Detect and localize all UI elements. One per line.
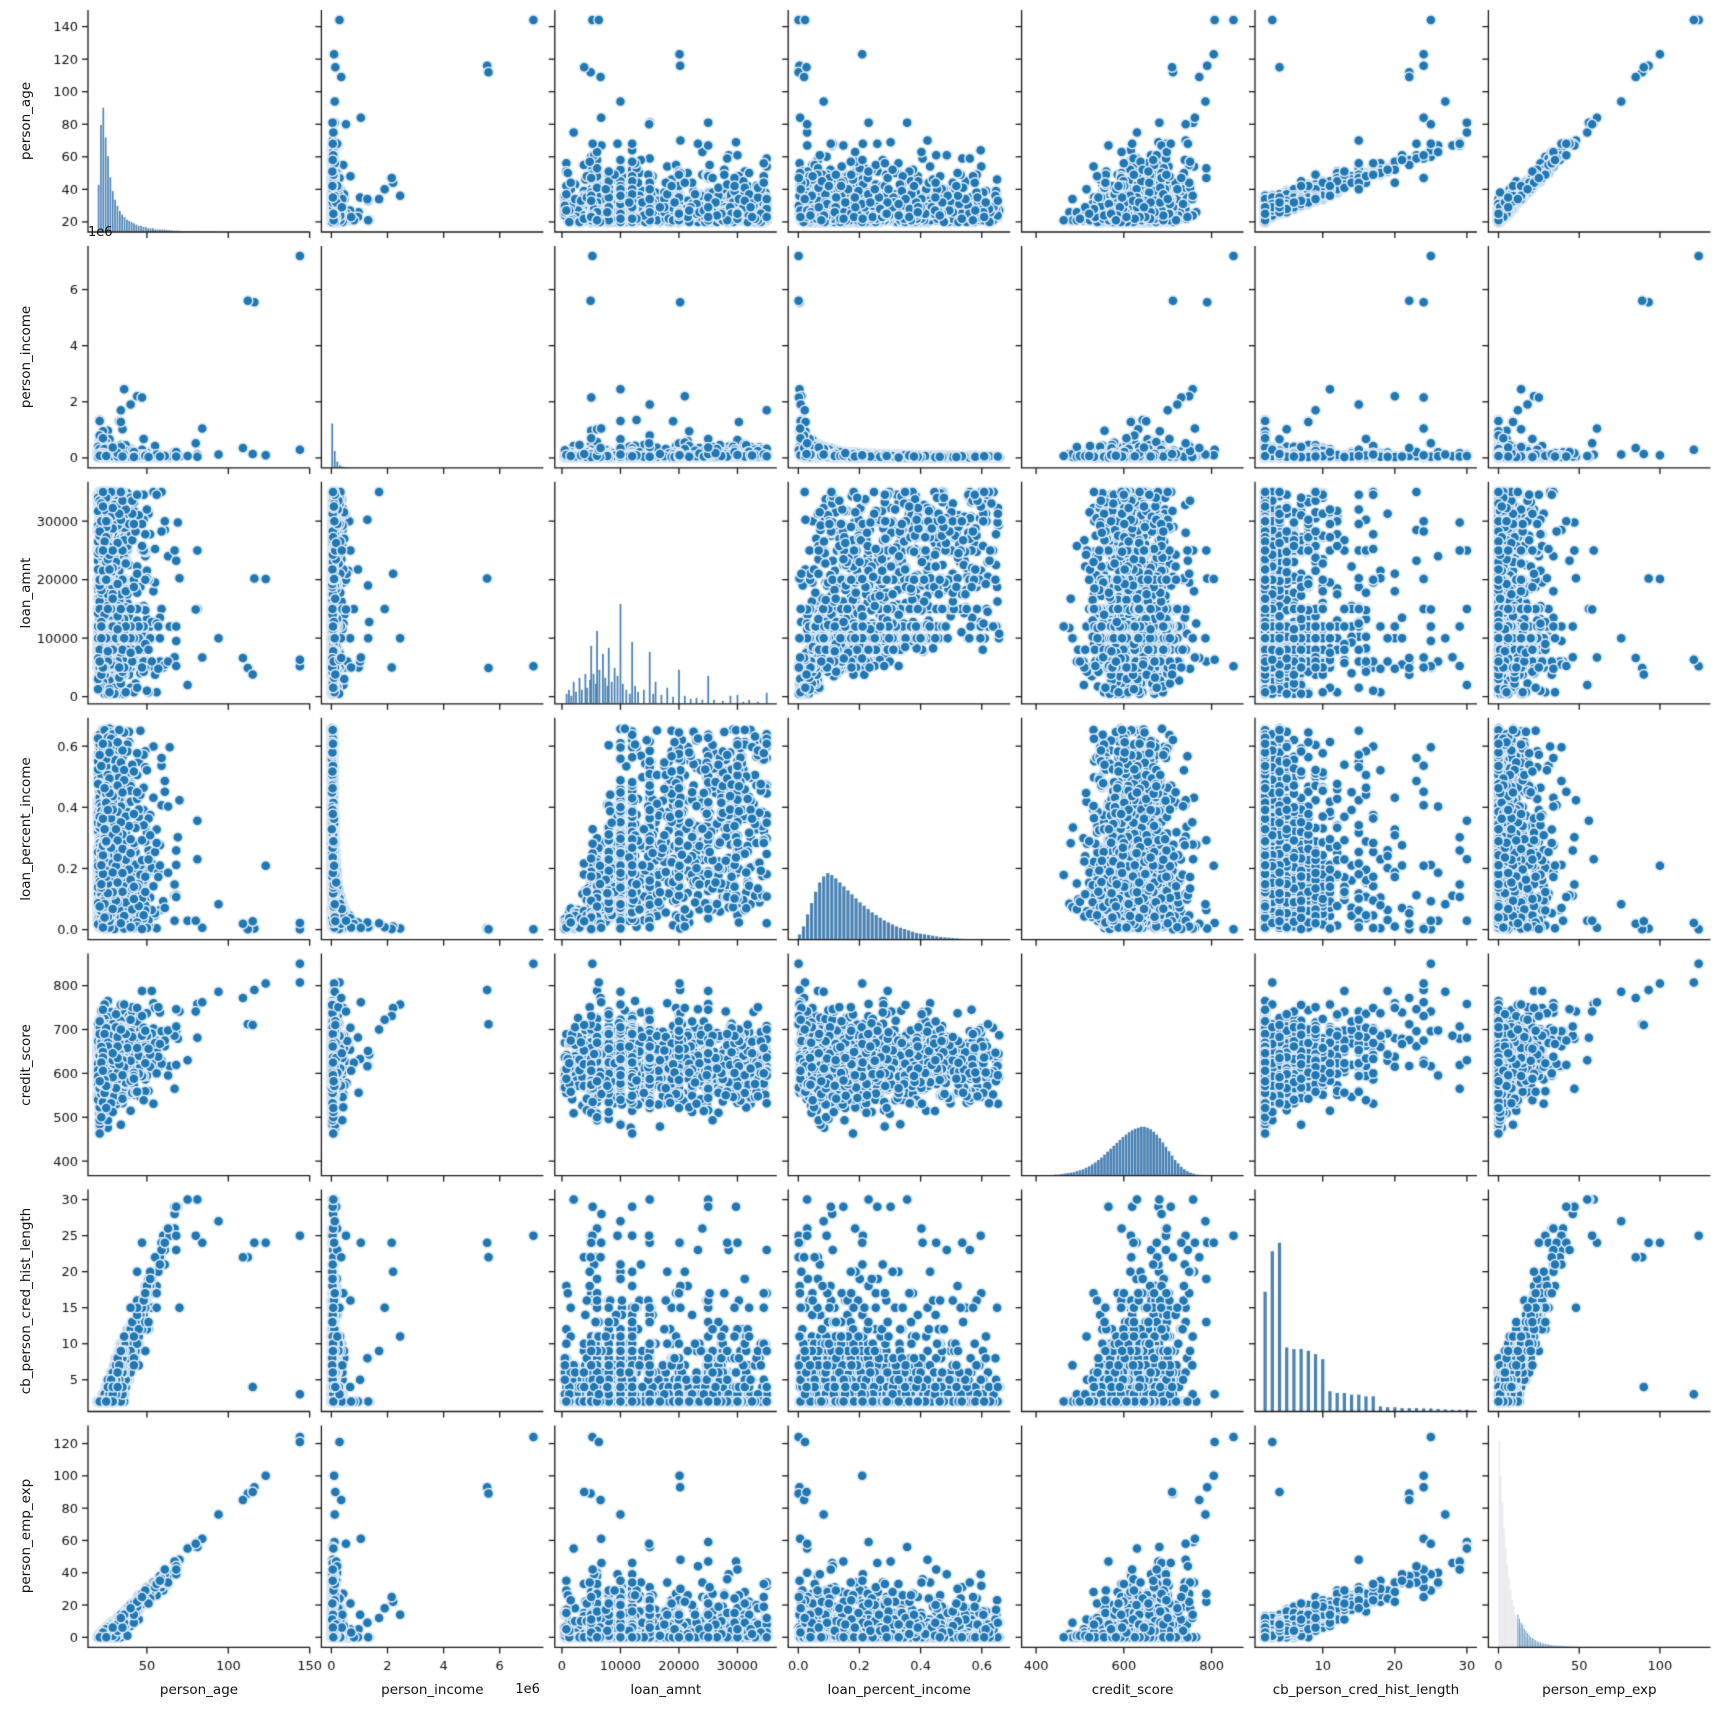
y-axis-label-loan_amnt: loan_amnt [18, 557, 34, 629]
x-axis-label-credit_score: credit_score [1091, 1682, 1174, 1698]
x-axis-label-loan_percent_income: loan_percent_income [827, 1682, 971, 1698]
x-axis-label-person_emp_exp: person_emp_exp [1542, 1682, 1657, 1698]
x-axis-offset-1e6: 1e6 [515, 1682, 540, 1697]
y-axis-label-loan_percent_income: loan_percent_income [18, 756, 34, 901]
x-axis-label-person_age: person_age [159, 1682, 239, 1698]
y-axis-label-credit_score: credit_score [18, 1023, 34, 1106]
x-axis-label-cb_person_cred_hist_length: cb_person_cred_hist_length [1272, 1682, 1460, 1698]
x-axis-label-loan_amnt: loan_amnt [630, 1682, 702, 1698]
y-axis-offset-1e6: 1e6 [88, 224, 113, 240]
y-axis-label-cb_person_cred_hist_length: cb_person_cred_hist_length [18, 1207, 34, 1394]
y-axis-label-person_emp_exp: person_emp_exp [18, 1479, 34, 1594]
y-axis-label-person_income: person_income [18, 305, 34, 409]
x-axis-label-person_income: person_income [381, 1682, 484, 1698]
y-axis-label-person_age: person_age [18, 81, 34, 161]
